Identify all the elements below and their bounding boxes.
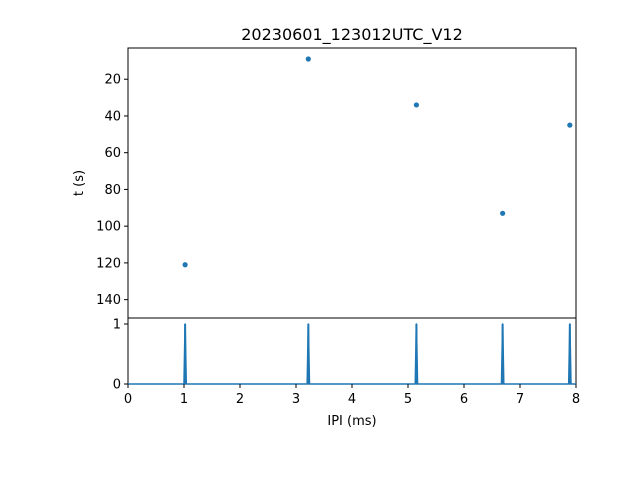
x-tick-label: 0 xyxy=(124,392,132,407)
top-y-tick-label: 140 xyxy=(96,293,121,308)
bottom-y-tick-label: 1 xyxy=(113,318,121,333)
top-y-tick-label: 20 xyxy=(104,73,121,88)
bottom-y-tick-label: 0 xyxy=(113,378,121,393)
top-y-tick-label: 80 xyxy=(104,183,121,198)
x-tick-label: 7 xyxy=(516,392,524,407)
x-tick-label: 3 xyxy=(292,392,300,407)
bottom-plot-area xyxy=(127,317,577,385)
scatter-point xyxy=(182,262,188,268)
bottom-y-ticks: 01 xyxy=(113,318,128,393)
top-scatter-points xyxy=(182,56,573,268)
scatter-point xyxy=(567,122,573,128)
top-y-tick-label: 40 xyxy=(104,109,121,124)
x-axis-label: IPI (ms) xyxy=(327,414,376,429)
scatter-point xyxy=(413,102,419,108)
x-tick-label: 4 xyxy=(348,392,356,407)
top-y-tick-label: 60 xyxy=(104,146,121,161)
top-y-axis-label: t (s) xyxy=(72,170,87,196)
x-ticks: 0 1 2 3 4 5 6 7 8 xyxy=(124,384,580,407)
top-panel: 20 40 60 80 100 120 140 t (s) xyxy=(72,47,577,319)
chart-title: 20230601_123012UTC_V12 xyxy=(241,25,463,45)
scatter-point xyxy=(500,210,506,216)
x-tick-label: 2 xyxy=(236,392,244,407)
x-tick-label: 5 xyxy=(404,392,412,407)
x-tick-label: 6 xyxy=(460,392,468,407)
top-y-tick-label: 120 xyxy=(96,256,121,271)
bottom-spike-line xyxy=(128,323,576,385)
top-y-ticks: 20 40 60 80 100 120 140 xyxy=(96,73,128,308)
scatter-point xyxy=(305,56,311,62)
x-tick-label: 8 xyxy=(572,392,580,407)
top-plot-area xyxy=(127,47,577,319)
x-tick-label: 1 xyxy=(180,392,188,407)
top-y-tick-label: 100 xyxy=(96,220,121,235)
